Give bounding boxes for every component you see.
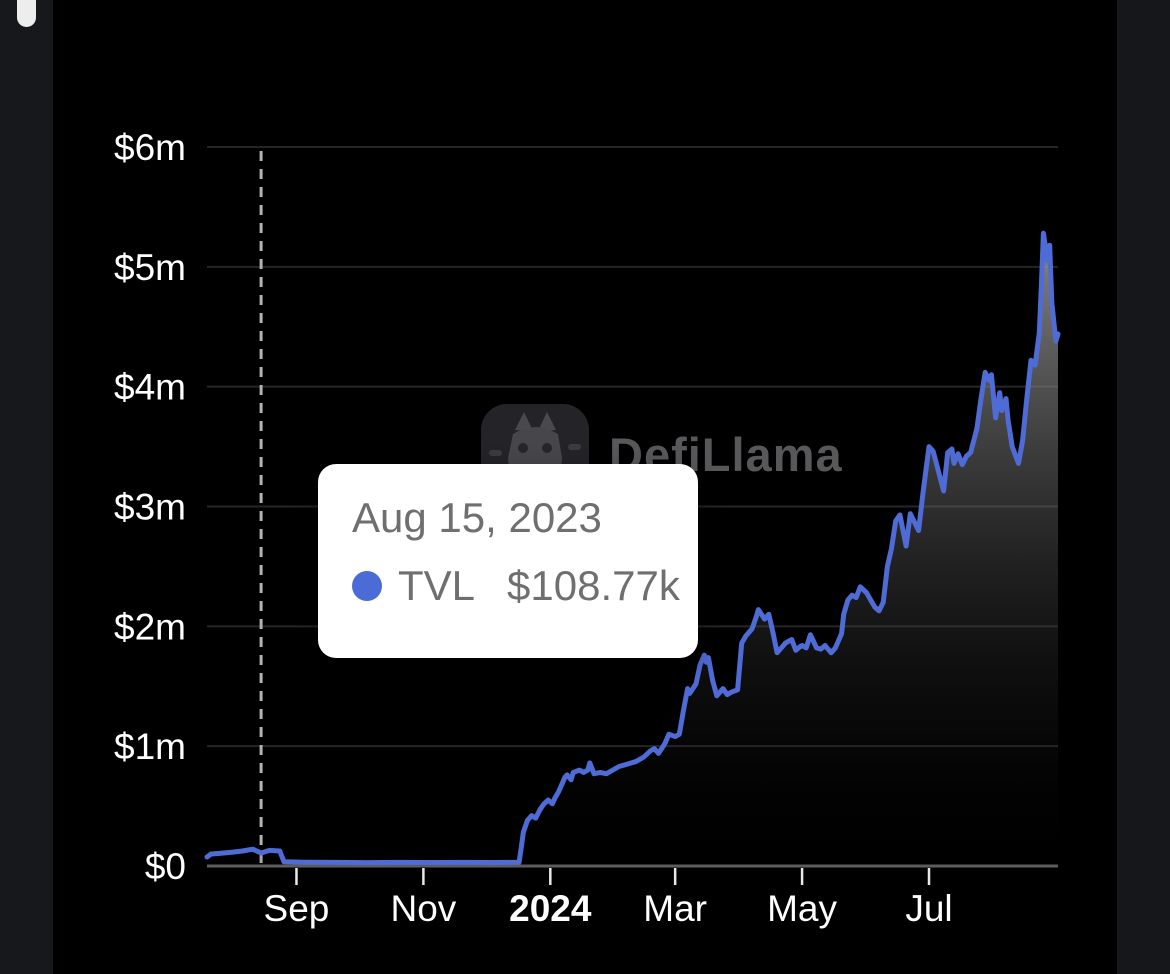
tvl-line-series	[204, 230, 1061, 866]
y-axis-label: $5m	[114, 247, 186, 288]
y-axis-label: $0	[145, 846, 186, 887]
x-axis-label: 2024	[509, 888, 592, 929]
tooltip-date: Aug 15, 2023	[352, 494, 602, 541]
series-dot-icon	[352, 571, 382, 601]
y-axis-label: $1m	[114, 726, 186, 767]
y-axis-label: $2m	[114, 606, 186, 647]
x-axis-label: Nov	[390, 888, 456, 929]
tooltip-series-label: TVL	[398, 562, 476, 609]
chart-tooltip: Aug 15, 2023 TVL $108.77k	[318, 464, 698, 658]
x-axis-label: Mar	[643, 888, 707, 929]
tooltip-value: $108.77k	[507, 562, 680, 609]
x-axis-label: Sep	[264, 888, 330, 929]
y-axis-label: $4m	[114, 367, 186, 408]
right-gutter-panel	[1117, 0, 1170, 974]
x-axis-label: Jul	[905, 888, 952, 929]
left-gutter-panel	[0, 0, 53, 974]
y-axis-label: $6m	[114, 127, 186, 168]
scroll-indicator[interactable]	[17, 0, 36, 27]
y-axis-label: $3m	[114, 487, 186, 528]
x-axis-label: May	[767, 888, 837, 929]
tvl-area-fill	[207, 233, 1058, 867]
